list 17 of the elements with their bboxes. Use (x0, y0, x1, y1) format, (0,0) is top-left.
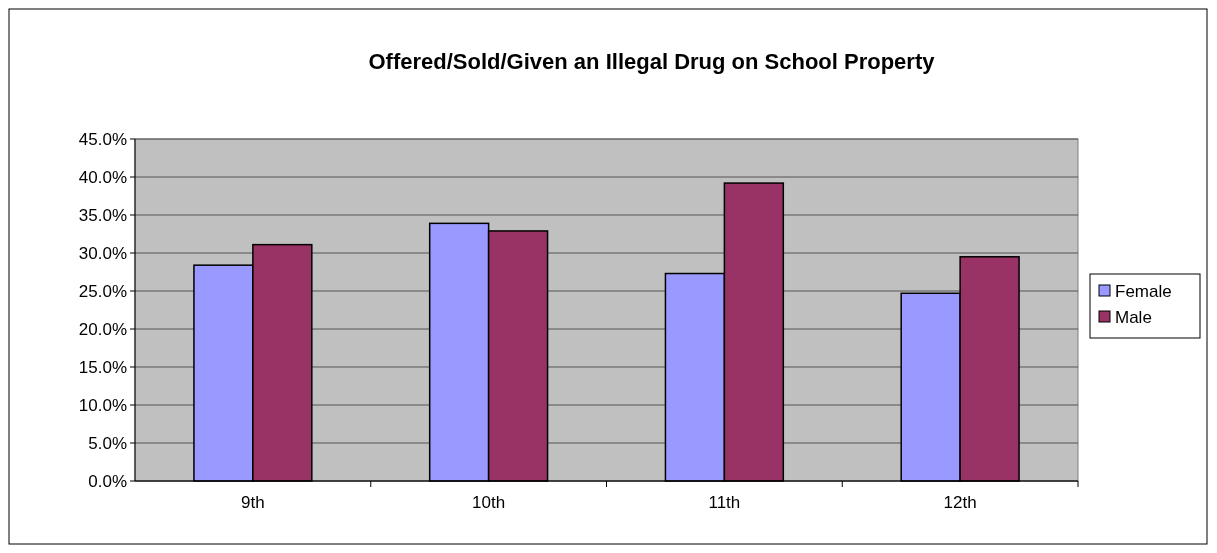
y-tick-label: 25.0% (78, 281, 127, 301)
y-tick-label: 45.0% (78, 129, 127, 149)
x-tick-label: 9th (241, 493, 265, 512)
y-tick-label: 40.0% (78, 167, 127, 187)
y-tick-label: 10.0% (78, 395, 127, 415)
legend-label: Male (1115, 307, 1152, 327)
x-tick-label: 10th (472, 493, 506, 512)
x-tick-label: 12th (943, 493, 977, 512)
y-tick-label: 15.0% (78, 357, 127, 377)
y-tick-label: 35.0% (78, 205, 127, 225)
chart-title: Offered/Sold/Given an Illegal Drug on School Property (368, 49, 936, 74)
y-tick-label: 30.0% (78, 243, 127, 263)
legend-label: Female (1115, 281, 1172, 301)
y-tick-label: 5.0% (88, 433, 127, 453)
y-tick-label: 20.0% (78, 319, 127, 339)
x-tick-label: 11th (708, 493, 741, 512)
y-tick-label: 0.0% (88, 471, 127, 491)
